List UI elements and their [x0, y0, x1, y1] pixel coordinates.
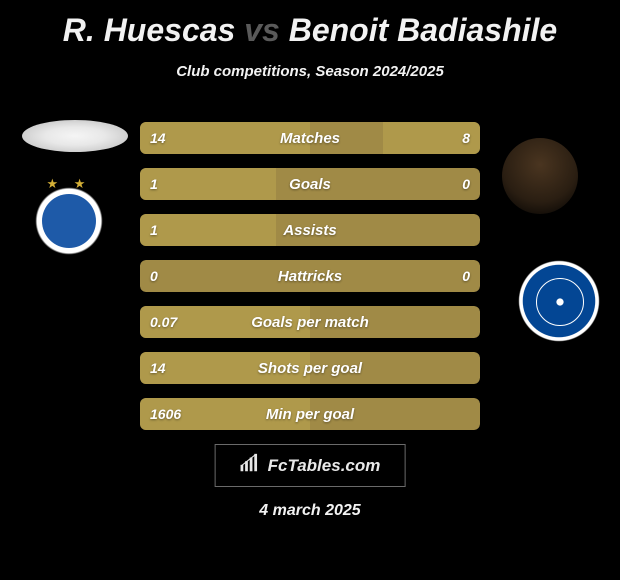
brand-chart-icon — [240, 453, 262, 478]
stat-row: 0.07Goals per match — [140, 306, 480, 338]
vs-separator: vs — [244, 12, 280, 48]
stat-row: 10Goals — [140, 168, 480, 200]
footer-date: 4 march 2025 — [0, 502, 620, 520]
stat-row: 1Assists — [140, 214, 480, 246]
stat-row: 14Shots per goal — [140, 352, 480, 384]
brand-badge: FcTables.com — [215, 444, 406, 487]
stat-label: Goals per match — [140, 306, 480, 338]
stat-label: Min per goal — [140, 398, 480, 430]
stat-row: 00Hattricks — [140, 260, 480, 292]
stat-label: Shots per goal — [140, 352, 480, 384]
stats-bars: 148Matches 10Goals 1Assists 00Hattricks 0.07… — [140, 122, 480, 444]
stat-label: Hattricks — [140, 260, 480, 292]
subtitle: Club competitions, Season 2024/2025 — [0, 63, 620, 80]
stat-row: 148Matches — [140, 122, 480, 154]
comparison-title: R. Huescas vs Benoit Badiashile — [0, 0, 620, 49]
stat-label: Assists — [140, 214, 480, 246]
player2-club-logo — [518, 260, 600, 342]
player2-name: Benoit Badiashile — [289, 12, 558, 48]
player1-club-logo — [28, 180, 110, 262]
player2-photo — [502, 138, 578, 214]
stat-label: Matches — [140, 122, 480, 154]
stat-row: 1606Min per goal — [140, 398, 480, 430]
brand-text: FcTables.com — [268, 456, 381, 476]
player1-photo — [22, 120, 128, 152]
player1-name: R. Huescas — [63, 12, 236, 48]
stat-label: Goals — [140, 168, 480, 200]
